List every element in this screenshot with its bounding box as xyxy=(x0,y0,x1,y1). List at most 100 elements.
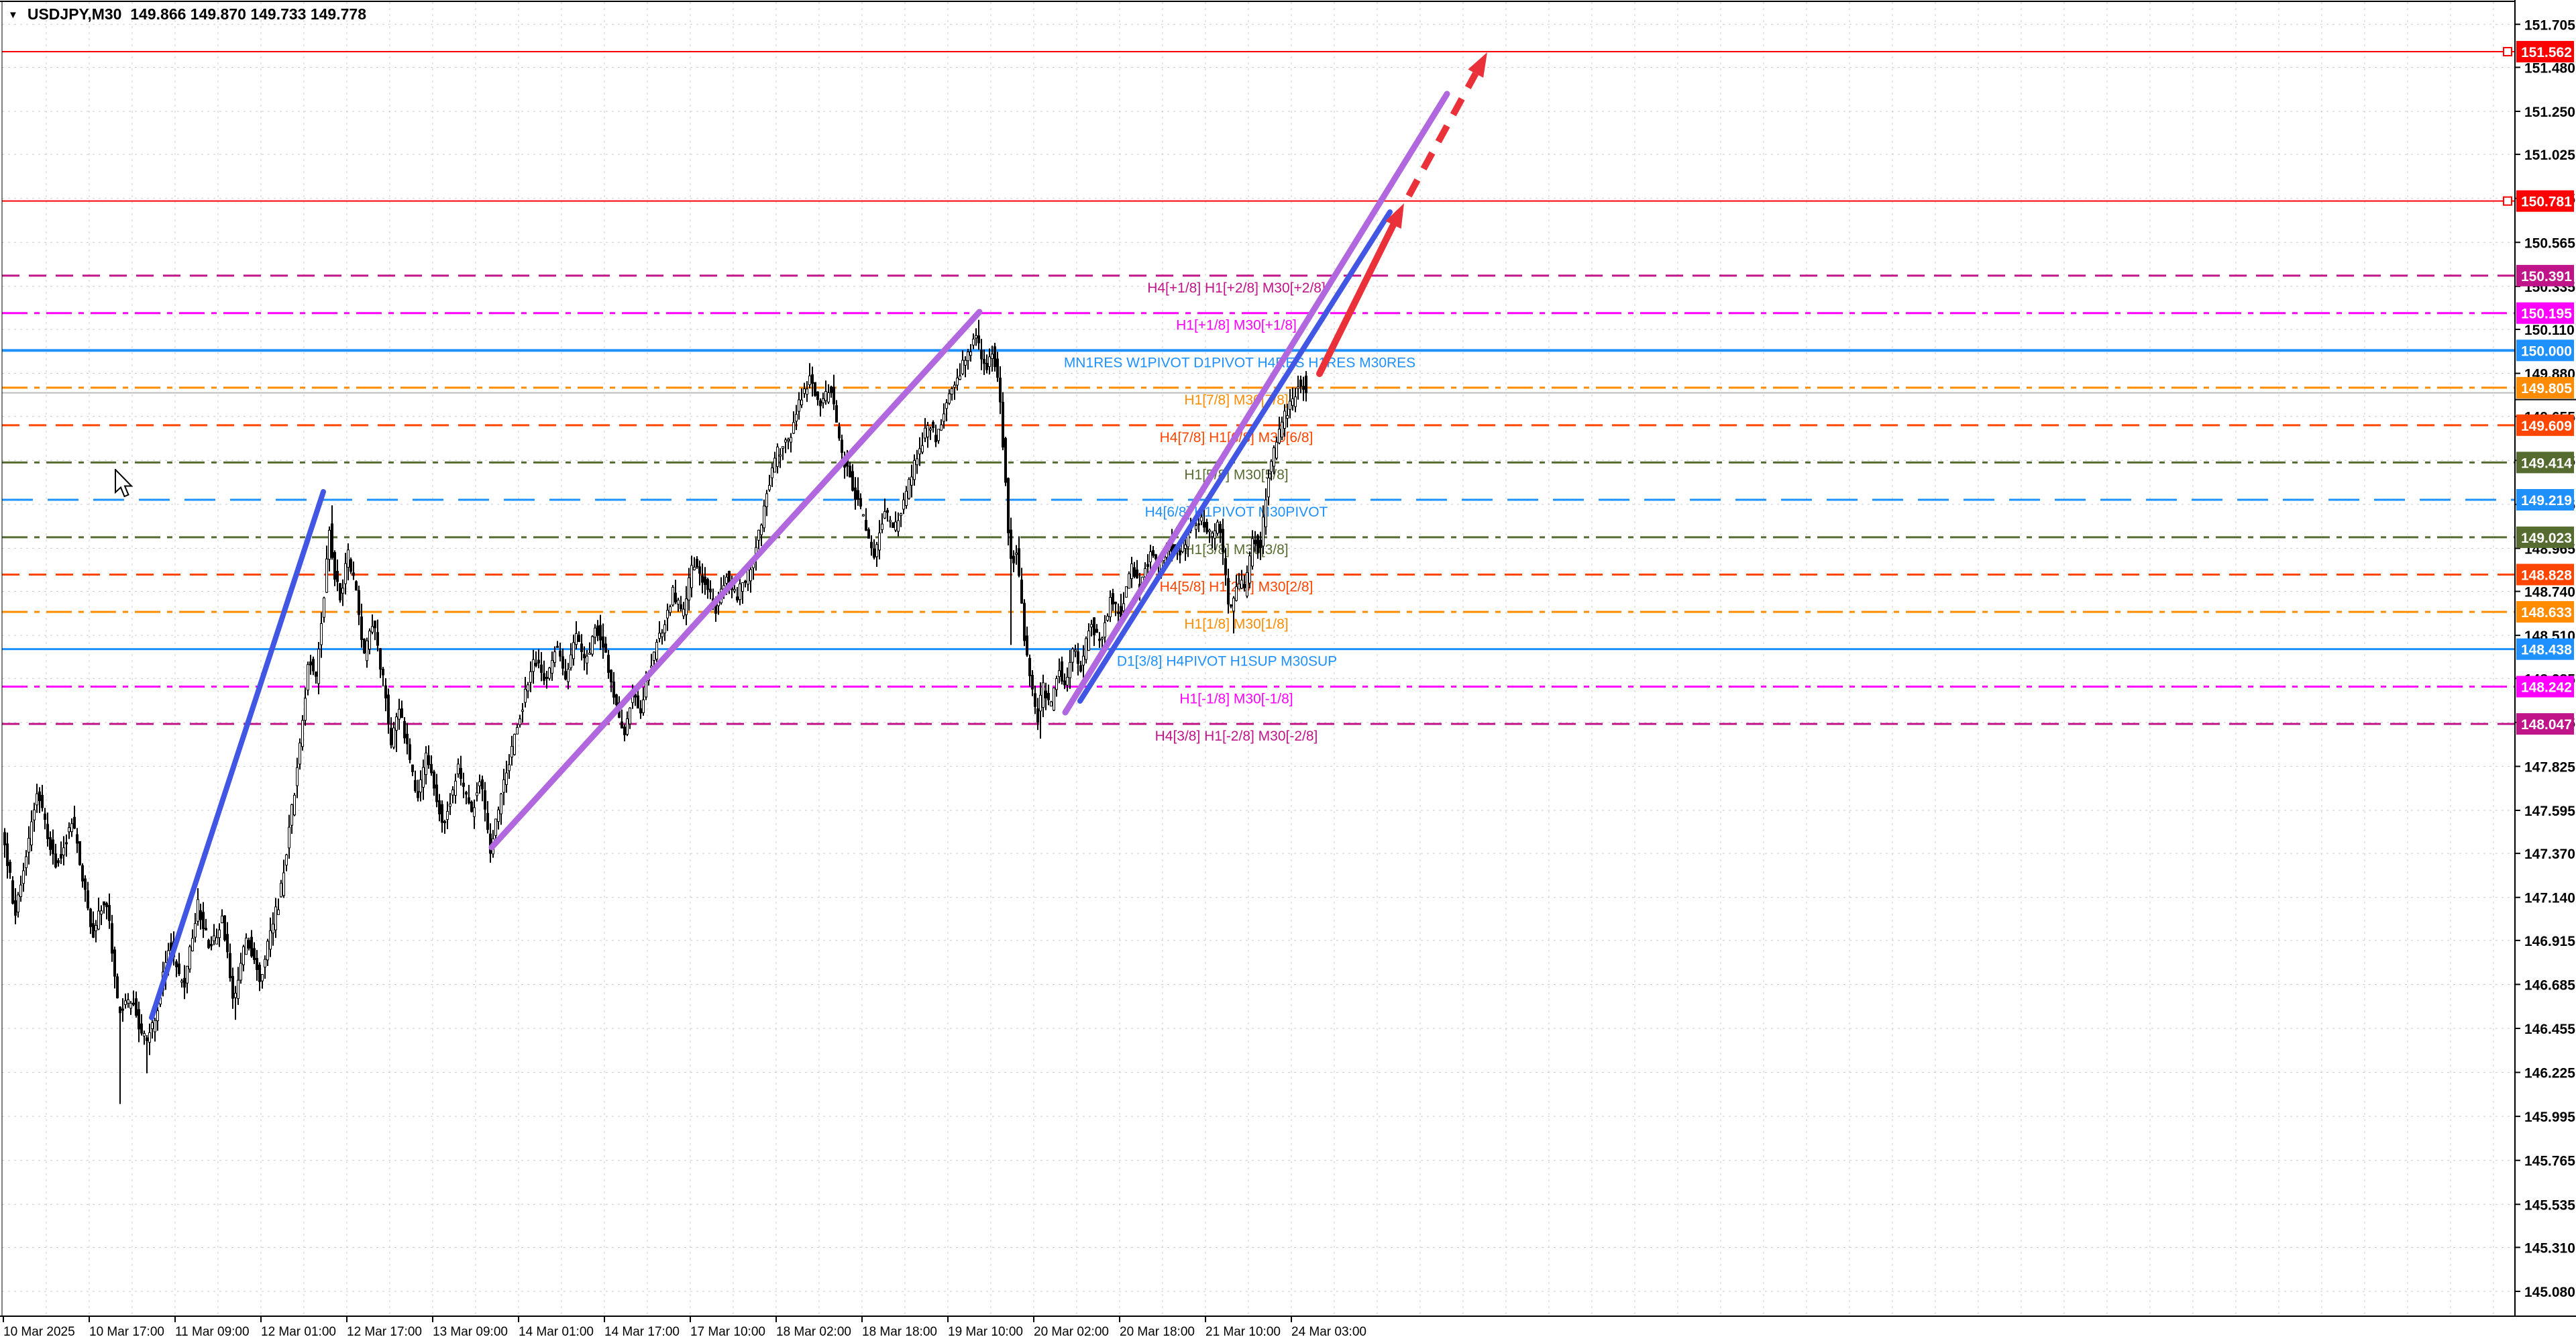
trendline[interactable] xyxy=(149,489,326,1020)
candlestick xyxy=(1144,568,1146,578)
candlestick xyxy=(1155,554,1157,559)
trend-arrow-head[interactable] xyxy=(1468,52,1487,78)
candlestick xyxy=(197,899,199,922)
candlestick xyxy=(841,439,843,453)
candlestick xyxy=(290,804,293,826)
price-scale-badge-label: 148.633 xyxy=(2521,605,2572,621)
candlestick xyxy=(148,1032,151,1043)
trend-arrow-shaft[interactable] xyxy=(1316,221,1397,377)
candlestick xyxy=(135,998,138,1016)
candlestick xyxy=(1214,530,1216,539)
candlestick xyxy=(336,571,339,582)
line-anchor-marker[interactable] xyxy=(2503,47,2512,57)
candlestick xyxy=(84,878,87,890)
candlestick xyxy=(422,767,425,788)
candlestick xyxy=(441,804,443,823)
candlestick xyxy=(392,727,395,748)
price-tick-label: 145.535 xyxy=(2524,1197,2575,1213)
candlestick xyxy=(1106,616,1109,621)
time-axis-label: 17 Mar 10:00 xyxy=(690,1325,765,1339)
time-axis-label: 20 Mar 02:00 xyxy=(1034,1325,1109,1339)
candlestick xyxy=(787,439,790,441)
line-anchor-marker[interactable] xyxy=(2503,196,2512,206)
candlestick xyxy=(621,721,623,729)
candlestick xyxy=(655,641,658,659)
candlestick xyxy=(154,1020,156,1032)
trend-arrow-head[interactable] xyxy=(1385,203,1404,229)
candlestick xyxy=(964,360,967,366)
candlestick xyxy=(65,842,68,845)
candlestick xyxy=(529,671,532,683)
candlestick xyxy=(178,963,180,975)
price-scale[interactable] xyxy=(2515,0,2576,1339)
candlestick xyxy=(1082,655,1085,665)
candlestick xyxy=(54,853,57,868)
time-axis-label: 13 Mar 09:00 xyxy=(433,1325,508,1339)
trendline[interactable] xyxy=(1077,209,1393,704)
price-tick-label: 145.995 xyxy=(2524,1110,2575,1125)
candlestick xyxy=(350,559,352,572)
price-tick-label: 151.705 xyxy=(2524,17,2575,33)
candlestick xyxy=(698,566,701,574)
candlestick xyxy=(1036,708,1039,723)
candlestick xyxy=(824,391,827,401)
candlestick xyxy=(81,865,84,881)
candlestick xyxy=(994,346,996,368)
candlestick xyxy=(889,520,892,523)
candlestick xyxy=(524,688,527,703)
price-tick-label: 151.025 xyxy=(2524,148,2575,163)
candlestick xyxy=(658,633,661,639)
price-tick-label: 146.685 xyxy=(2524,977,2575,993)
candlestick xyxy=(610,670,612,683)
candlestick xyxy=(87,890,89,908)
candlestick xyxy=(956,377,959,386)
time-axis-label: 18 Mar 02:00 xyxy=(776,1325,851,1339)
candlestick xyxy=(1058,670,1061,678)
candlestick xyxy=(1130,563,1133,580)
candlestick xyxy=(1205,522,1208,533)
candlestick xyxy=(443,821,446,824)
candlestick xyxy=(355,581,358,591)
candlestick xyxy=(1028,657,1031,676)
candlestick xyxy=(476,792,478,796)
candlestick xyxy=(588,652,591,655)
candlestick xyxy=(1248,555,1251,584)
candlestick xyxy=(1117,612,1120,614)
time-scale[interactable] xyxy=(0,1316,2576,1339)
candlestick xyxy=(460,767,462,779)
candlestick xyxy=(430,764,433,773)
candlestick xyxy=(285,854,288,866)
candlestick xyxy=(790,437,792,443)
candlestick xyxy=(143,1033,146,1036)
candlestick xyxy=(119,1006,121,1014)
candlestick xyxy=(1026,635,1028,655)
candlestick xyxy=(763,505,765,529)
candlestick xyxy=(205,928,207,931)
candlestick xyxy=(62,847,65,856)
candlestick xyxy=(194,923,197,938)
price-tick-label: 146.915 xyxy=(2524,934,2575,949)
candlestick xyxy=(180,980,183,983)
trend-arrow-shaft[interactable] xyxy=(1405,72,1479,198)
candlestick xyxy=(1133,567,1136,577)
candlestick xyxy=(1200,517,1203,522)
candlestick xyxy=(1125,586,1128,598)
chevron-down-icon[interactable]: ▼ xyxy=(8,9,18,21)
candlestick xyxy=(572,642,575,659)
candlestick xyxy=(878,532,881,551)
candlestick xyxy=(545,677,548,680)
candlestick xyxy=(685,598,688,615)
trendline[interactable] xyxy=(488,309,983,851)
candlestick xyxy=(1262,517,1265,547)
candlestick xyxy=(814,382,816,396)
trendline[interactable] xyxy=(1062,91,1450,716)
candlestick xyxy=(822,398,824,404)
candlestick xyxy=(1002,402,1004,448)
candlestick xyxy=(666,610,669,619)
candlestick xyxy=(446,810,449,820)
candlestick xyxy=(559,650,561,657)
candlestick xyxy=(299,743,301,765)
candlestick xyxy=(1031,675,1034,690)
